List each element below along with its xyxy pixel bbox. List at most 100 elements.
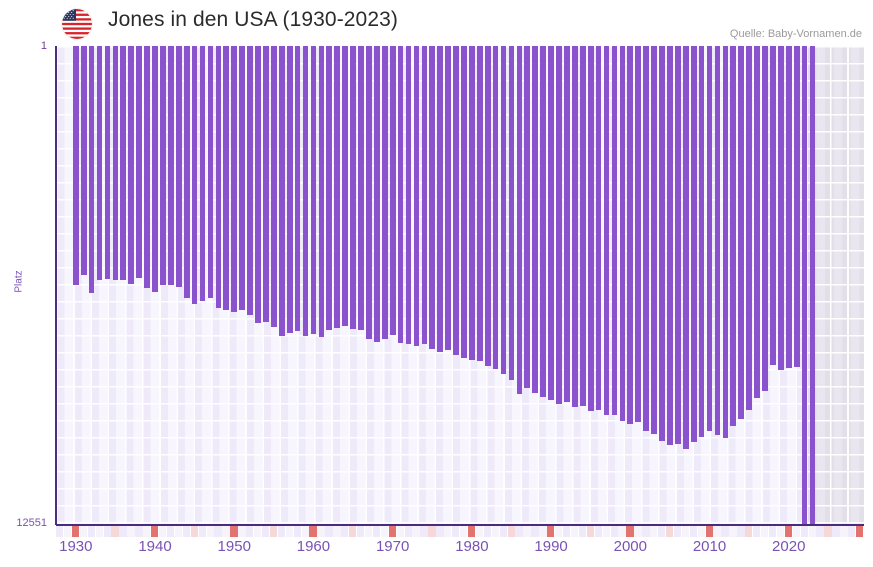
bar [120, 46, 127, 281]
x-axis-label: 1930 [59, 538, 93, 555]
bar [168, 46, 174, 286]
x-tick-cell [539, 526, 547, 537]
y-axis-bottom-tick: 12551 [16, 517, 47, 529]
x-tick-cell [254, 526, 262, 537]
x-axis-label: 2000 [613, 538, 647, 555]
x-tick-cell [848, 526, 856, 537]
x-tick-cell [166, 526, 175, 537]
bar [199, 46, 206, 302]
x-tick-cell [578, 526, 587, 537]
bar [350, 46, 356, 329]
bar [651, 46, 657, 435]
x-tick-cell [396, 526, 404, 537]
x-tick-cell [63, 526, 72, 537]
x-tick-cell [388, 526, 397, 537]
x-tick-cell [681, 526, 690, 537]
bar [738, 46, 745, 420]
x-tick-cell [127, 526, 135, 537]
x-axis-label: 2020 [772, 538, 806, 555]
x-tick-cell [832, 526, 840, 537]
x-tick-cell [460, 526, 468, 537]
bar [183, 46, 190, 299]
x-tick-cell [824, 526, 832, 537]
x-tick-cell [626, 526, 634, 537]
x-tick-cell [491, 526, 499, 537]
chart-title: Jones in den USA (1930-2023) [108, 8, 398, 31]
bar [461, 46, 467, 358]
x-tick-cell [333, 526, 341, 537]
bar [453, 46, 459, 356]
x-tick-cell [261, 526, 270, 537]
bar [144, 46, 150, 289]
bar [207, 46, 214, 298]
x-axis-label: 1940 [138, 538, 172, 555]
bar [302, 46, 309, 337]
x-tick-cell [499, 526, 507, 537]
x-tick-cell [325, 526, 333, 537]
bar [611, 46, 618, 415]
bar [643, 46, 649, 432]
x-tick-cell [816, 526, 824, 537]
chart-header: Jones in den USA (1930-2023) Quelle: Bab… [0, 0, 873, 46]
x-tick-cell [277, 526, 286, 537]
bar [215, 46, 222, 308]
x-tick-cell [555, 526, 563, 537]
x-tick-cell [56, 526, 64, 537]
plot-area [56, 46, 864, 524]
bar [492, 46, 499, 370]
bar [421, 46, 428, 344]
bar [785, 46, 792, 369]
x-tick-cell [618, 526, 626, 537]
bar [263, 46, 269, 322]
y-axis-line [55, 46, 57, 525]
bar [318, 46, 325, 337]
bar [587, 46, 594, 412]
x-tick-cell [79, 526, 88, 537]
bar [239, 46, 245, 311]
x-tick-cell [737, 526, 745, 537]
bar [572, 46, 578, 408]
x-tick-cell [808, 526, 816, 537]
bar [595, 46, 602, 411]
x-tick-cell [673, 526, 682, 537]
bar [175, 46, 182, 287]
x-tick-cell [143, 526, 151, 537]
bar [516, 46, 523, 395]
bar [793, 46, 800, 367]
x-tick-cell [586, 526, 595, 537]
x-tick-cell [357, 526, 365, 537]
bar [667, 46, 673, 446]
x-tick-cell [341, 526, 349, 537]
bar [334, 46, 341, 328]
bar [469, 46, 475, 360]
source-label: Quelle: Baby-Vornamen.de [729, 28, 862, 40]
x-tick-cell [745, 526, 753, 537]
bar [381, 46, 388, 340]
x-tick-cell [301, 526, 309, 537]
x-tick-cell [784, 526, 793, 537]
bar [556, 46, 562, 404]
x-axis-label: 1980 [455, 538, 489, 555]
bar [80, 46, 87, 275]
bar [532, 46, 539, 393]
y-axis-top-tick: 1 [40, 40, 47, 52]
bar [286, 46, 293, 333]
x-tick-cell [349, 526, 357, 537]
x-tick-cell [214, 526, 222, 537]
x-tick-cell [658, 526, 666, 537]
x-tick-cell [309, 526, 317, 537]
bar [508, 46, 515, 381]
x-tick-cell [547, 526, 555, 537]
bar [635, 46, 642, 423]
bar [770, 46, 776, 365]
bar [278, 46, 285, 337]
x-tick-cell [119, 526, 127, 537]
x-tick-cell [380, 526, 389, 537]
x-tick-cell [523, 526, 531, 537]
x-tick-cell [103, 526, 111, 537]
x-tick-cell [475, 526, 484, 537]
x-tick-cell [174, 526, 183, 537]
bar [714, 46, 721, 435]
x-tick-cell [246, 526, 254, 537]
bar [659, 46, 665, 442]
